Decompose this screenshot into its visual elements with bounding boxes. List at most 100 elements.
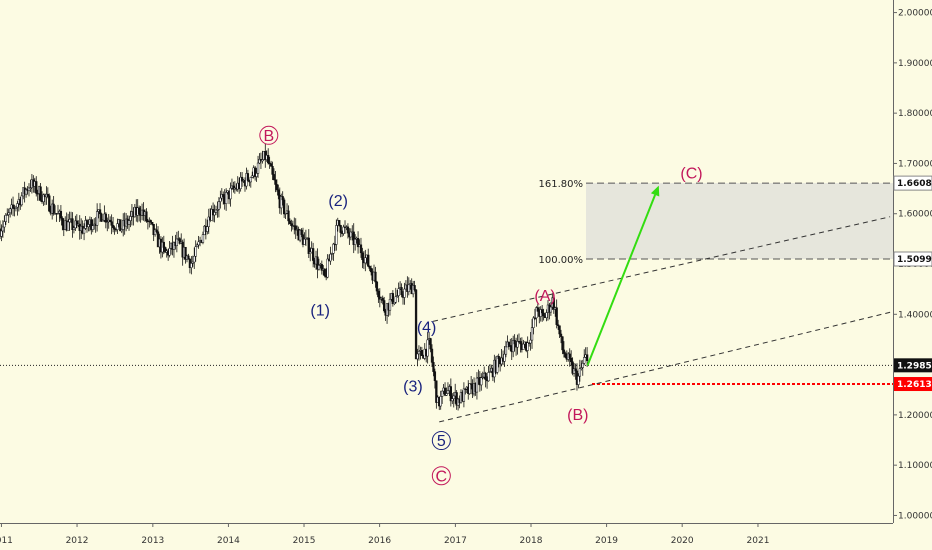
candle-body [300,229,303,235]
candle [468,383,471,395]
candle [85,218,89,233]
candle-body [391,293,395,304]
candle-body [509,345,512,347]
candle [535,306,538,327]
candle [488,364,492,373]
candle [545,309,548,322]
candle [480,373,483,391]
candle [151,221,154,226]
candle [330,252,334,260]
wave-label: B [259,125,279,145]
candle [152,223,155,242]
time-tick-label: 2019 [595,536,618,546]
candle-body [219,197,222,202]
candle-body [403,288,406,298]
candle [464,388,467,395]
fib-100-label: 100.00% [539,255,584,266]
candle-body [4,214,7,222]
candle-body [303,238,306,245]
candle [288,218,292,225]
candle-body [369,268,373,273]
candle [46,187,49,199]
candle-body [56,212,60,215]
candle-body [555,307,558,325]
candle-body [338,220,341,226]
candle-body [381,297,384,301]
candle-body [577,375,580,385]
candle-body [342,226,345,234]
candle [224,188,228,211]
candle [530,319,534,349]
candle-body [329,253,332,262]
candle [549,301,553,316]
candle-body [201,234,205,243]
candle [11,196,15,217]
candle-body [536,307,539,312]
candle-body [388,298,392,311]
candle-body [503,353,506,362]
price-tick-label: 1.00000 [898,511,932,521]
candle-body [462,388,466,402]
candle-body [541,309,544,314]
candle [429,337,432,353]
wave-labels: B (2) (1) (4) (3) 5 C (A) (B) (C) [259,125,703,486]
candle [178,237,181,245]
candle-body [272,174,276,181]
candle [369,265,373,276]
price-tick-label: 2.00000 [898,9,932,19]
candle [426,331,429,364]
candle [113,225,116,235]
candle-body [335,225,338,245]
candle-body [464,388,467,390]
candle-body [120,229,123,232]
candle-body [85,220,89,228]
candle-body [488,371,492,373]
wave-label-circle [431,466,451,486]
candle-body [449,386,452,402]
candle-body [585,354,589,362]
candle [91,219,94,233]
candle [168,241,171,258]
candle [274,171,277,193]
candle [381,295,384,305]
candle [61,216,64,231]
fib-161-badge-text: 1.66087 [897,179,932,189]
candle-body [309,251,312,254]
wave-label-text: B [263,128,274,145]
time-axis[interactable]: 2011 2012 2013 2014 2015 2016 2017 2018 2019 2020… [0,523,769,546]
candle [433,368,437,389]
wave-label-text: C [436,468,448,485]
candle-body [119,219,122,232]
candle-body [213,212,216,216]
candle-body [239,176,242,189]
candle-body [214,209,218,213]
candle-body [397,288,400,296]
candle-body [6,214,9,216]
candle [368,265,371,272]
candle-body [530,327,534,341]
candle [309,247,312,262]
wave-label: (3) [403,379,423,396]
candle [219,190,222,209]
projection-arrow-head [650,185,660,197]
candle [255,167,258,182]
wave-label: (C) [680,166,702,183]
candle-body [332,243,335,254]
candle [307,229,310,259]
wave-label-text: (C) [680,166,702,183]
candle [281,191,284,206]
candle-body [284,213,287,215]
candle [441,390,444,404]
candle-body [374,271,377,283]
candle-body [435,380,438,403]
candle [552,294,555,314]
candle-body [522,343,525,350]
candle [529,331,532,351]
current-price-badge-text: 1.29854 [897,361,932,371]
candle [187,253,190,260]
candle [193,247,196,270]
candle [213,204,216,223]
candle-body [104,213,107,223]
